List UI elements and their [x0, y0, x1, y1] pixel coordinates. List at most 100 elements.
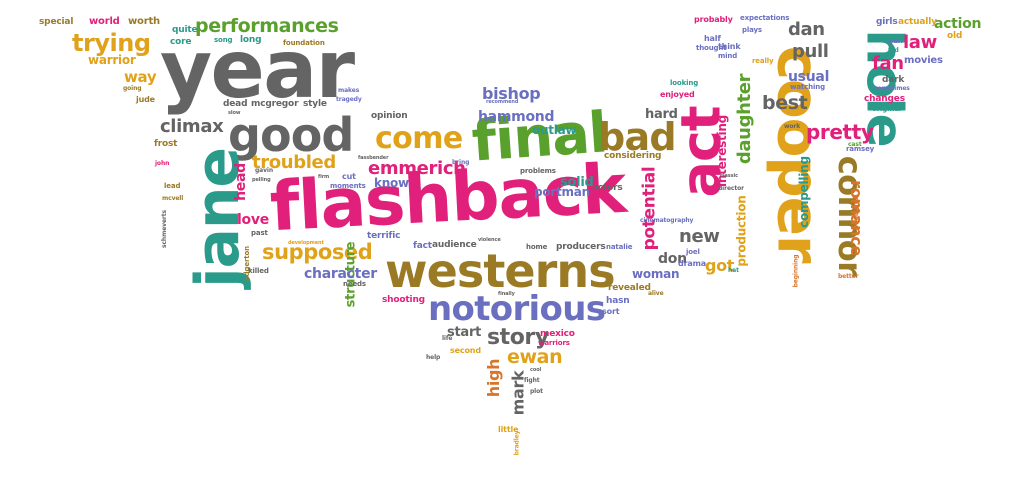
word-tragedy: tragedy — [336, 96, 362, 103]
word-husband: husband — [851, 197, 860, 230]
word-schmeverts: schmeverts — [160, 210, 168, 248]
word-recommend: recommend — [486, 99, 519, 105]
word-westerns: westerns — [385, 244, 616, 298]
word-plays: plays — [742, 26, 762, 34]
word-come: come — [375, 121, 463, 156]
word-long: long — [240, 35, 262, 45]
word-john: john — [155, 160, 170, 167]
word-watching: watching — [790, 83, 825, 91]
word-finally: finally — [498, 291, 515, 297]
word-know: know — [374, 176, 409, 190]
word-gavin: gavin — [255, 167, 273, 174]
word-hasn: hasn — [606, 296, 630, 306]
word-natalie: natalie — [606, 243, 633, 251]
word-quite: quite — [172, 25, 198, 35]
word-head: head — [232, 163, 249, 201]
word-cinematography: cinematography — [640, 217, 694, 224]
word-dark: dark — [882, 75, 905, 85]
word-character: character — [304, 266, 377, 282]
word-thought: thought — [696, 44, 727, 52]
word-story: story — [487, 325, 549, 350]
word-life: life — [442, 335, 453, 342]
word-song: song — [214, 36, 233, 44]
word-bring: bring — [452, 159, 470, 166]
word-looking: looking — [670, 79, 699, 87]
word-director: director — [718, 185, 744, 192]
word-warrior: warrior — [88, 53, 136, 67]
word-sometimes: sometimes — [874, 85, 910, 92]
word-drama: drama — [678, 259, 707, 268]
word-don: don — [658, 251, 687, 267]
word-gun: gun — [888, 37, 903, 45]
word-troubled: troubled — [252, 152, 336, 173]
word-portman: portman — [534, 185, 590, 199]
word-pull: pull — [792, 41, 829, 62]
word-edgerton: edgerton — [243, 246, 251, 281]
word-alive: alive — [648, 290, 664, 297]
word-shooting: shooting — [382, 295, 425, 305]
word-cool: cool — [530, 367, 542, 373]
word-fan: fan — [872, 53, 904, 74]
word-cut: cut — [342, 172, 356, 181]
word-bishop: bishop — [482, 84, 541, 103]
word-hard: hard — [645, 107, 678, 122]
word-original: original — [872, 105, 902, 113]
word-cast: cast — [848, 141, 862, 148]
word-mexico: mexico — [540, 329, 575, 339]
word-fed: fed — [888, 47, 899, 54]
word-work: work — [784, 123, 801, 130]
word-dead: dead — [223, 99, 248, 109]
word-outlaw: outlaw — [532, 123, 577, 137]
word-girls: girls — [876, 17, 898, 27]
word-mind: mind — [718, 52, 738, 60]
word-beginning: beginning — [792, 254, 800, 288]
word-sort: sort — [602, 307, 620, 316]
word-plot: plot — [530, 388, 543, 395]
word-classic: classic — [720, 173, 738, 179]
word-high: high — [484, 358, 504, 398]
word-law: law — [903, 32, 937, 53]
word-changes: changes — [864, 94, 905, 104]
word-producers: producers — [556, 242, 606, 252]
word-needs: needs — [343, 280, 366, 288]
word-notorious: notorious — [428, 289, 606, 329]
word-past: past — [251, 229, 268, 237]
word-year: year — [160, 23, 355, 116]
word-home: home — [526, 243, 548, 251]
word-core: core — [170, 37, 192, 47]
word-movies: movies — [904, 55, 943, 66]
word-little: little — [498, 425, 519, 434]
word-old: old — [947, 31, 963, 41]
word-bradley: bradley — [513, 430, 521, 456]
word-violence: violence — [478, 237, 501, 243]
word-production: production — [734, 195, 749, 267]
word-problems: problems — [520, 167, 556, 175]
word-ramsey: ramsey — [846, 145, 875, 153]
word-moments: moments — [330, 182, 366, 190]
word-action: action — [934, 16, 982, 32]
word-usual: usual — [788, 69, 830, 85]
word-good: good — [228, 108, 354, 162]
word-firm: firm — [318, 174, 330, 180]
word-opinion: opinion — [371, 111, 408, 121]
word-actually: actually — [898, 17, 937, 27]
word-world: world — [89, 16, 120, 27]
word-second: second — [450, 346, 481, 355]
word-supposed: supposed — [262, 240, 373, 264]
word-compelling: compelling — [796, 156, 811, 228]
word-daughter: daughter — [734, 73, 756, 165]
word-terrific: terrific — [367, 231, 401, 241]
word-fassbender: fassbender — [358, 155, 389, 161]
word-audience: audience — [432, 240, 477, 250]
word-half: half — [704, 34, 721, 43]
word-foundation: foundation — [283, 39, 325, 47]
word-lead: lead — [164, 182, 181, 190]
word-fact: fact — [413, 241, 432, 251]
word-dan: dan — [788, 19, 825, 40]
word-frost: frost — [154, 139, 178, 149]
word-pretty: pretty — [806, 120, 874, 144]
word-new: new — [679, 226, 720, 247]
word-actors: actors — [592, 183, 623, 193]
word-slow: slow — [228, 110, 241, 116]
word-jude: jude — [136, 95, 155, 104]
